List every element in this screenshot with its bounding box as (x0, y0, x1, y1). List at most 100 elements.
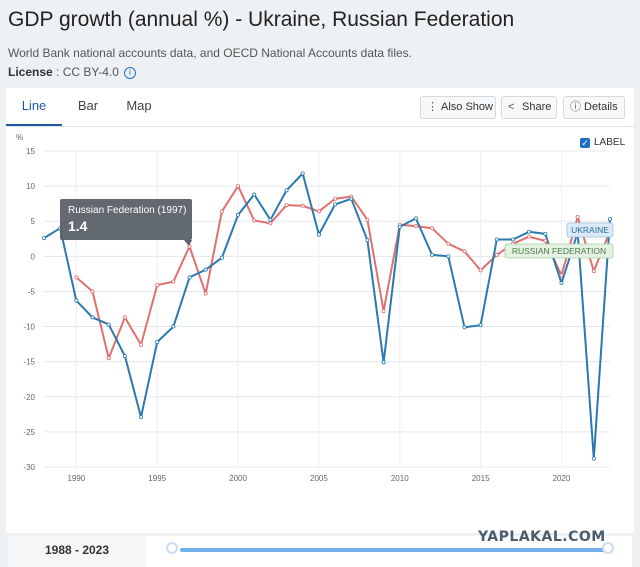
data-point (300, 203, 305, 208)
series-label: RUSSIAN FEDERATION (512, 246, 606, 256)
data-point (42, 236, 47, 241)
data-point (122, 315, 127, 320)
data-point (187, 244, 192, 249)
data-point (349, 196, 354, 201)
x-tick-label: 1990 (67, 474, 85, 483)
y-tick-label: -15 (23, 358, 35, 367)
data-point (478, 323, 483, 328)
tooltip-title: Russian Federation (1997) (68, 205, 186, 216)
data-point (333, 202, 338, 207)
details-button[interactable]: ⓘ Details (563, 96, 625, 119)
range-start-handle[interactable] (166, 542, 178, 554)
data-point (543, 238, 548, 243)
data-point (139, 415, 144, 420)
data-point (608, 217, 613, 222)
data-point (543, 231, 548, 236)
data-point (591, 456, 596, 461)
data-point (74, 275, 79, 280)
series-label-box (566, 222, 614, 238)
data-point (187, 275, 192, 280)
data-point (171, 279, 176, 284)
y-tick-label: 10 (26, 182, 35, 191)
series-line (43, 172, 611, 460)
range-label: 1988 - 2023 (8, 536, 146, 567)
also-show-label: Also Show (441, 101, 493, 113)
data-point (413, 216, 418, 221)
data-point (284, 188, 289, 193)
data-point (381, 360, 386, 365)
data-point (268, 221, 273, 226)
data-point (236, 212, 241, 217)
tooltip-box (60, 199, 192, 240)
data-point (478, 268, 483, 273)
data-point (559, 273, 564, 278)
chart-card: Line Bar Map ⋮ Also Show < Share ⓘ Details … (6, 88, 634, 533)
share-icon: < (508, 101, 515, 113)
data-point (106, 356, 111, 361)
also-show-button[interactable]: ⋮ Also Show (420, 96, 496, 119)
data-point (203, 291, 208, 296)
data-point (203, 267, 208, 272)
y-tick-label: -25 (23, 428, 35, 437)
watermark: YAPLAKAL.COM (478, 529, 606, 545)
data-point (155, 340, 160, 345)
data-point (252, 192, 257, 197)
data-point (284, 203, 289, 208)
checkbox-checked-icon[interactable]: ✓ (580, 138, 590, 148)
x-tick-label: 2015 (472, 474, 490, 483)
data-point (510, 237, 515, 242)
x-tick-label: 1995 (148, 474, 166, 483)
tooltip-value: 1.4 (68, 218, 88, 234)
series-label: UKRAINE (571, 225, 609, 235)
data-point (155, 283, 160, 288)
share-button[interactable]: < Share (501, 96, 557, 119)
data-point (316, 209, 321, 214)
data-point (591, 269, 596, 274)
data-point (300, 171, 305, 176)
info-icon[interactable]: i (123, 67, 136, 79)
data-point (122, 354, 127, 359)
data-point (268, 217, 273, 222)
data-point (494, 252, 499, 257)
series-label-box (504, 243, 614, 259)
label-toggle[interactable]: ✓ LABEL (580, 137, 625, 148)
data-point (446, 241, 451, 246)
y-tick-label: -5 (28, 287, 36, 296)
y-tick-label: -10 (23, 323, 35, 332)
range-end-handle[interactable] (602, 542, 614, 554)
data-point (219, 209, 224, 214)
data-point (397, 224, 402, 229)
license-label: License (8, 65, 53, 79)
data-point (430, 226, 435, 231)
data-point (575, 215, 580, 220)
range-slider-track[interactable] (180, 548, 612, 552)
details-label: Details (584, 101, 618, 113)
y-axis-label: % (16, 133, 23, 142)
data-point (430, 252, 435, 257)
data-point (333, 196, 338, 201)
tab-line[interactable]: Line (6, 88, 62, 126)
tab-bar[interactable]: Bar (77, 98, 99, 113)
page-title: GDP growth (annual %) - Ukraine, Russian… (8, 8, 515, 31)
license-line: License : CC BY-4.0 i (8, 65, 136, 79)
data-point (462, 249, 467, 254)
license-value: : CC BY-4.0 (56, 65, 119, 79)
x-tick-label: 2010 (391, 474, 409, 483)
data-point (365, 217, 370, 222)
data-point (446, 254, 451, 259)
share-label: Share (522, 101, 552, 113)
data-point (381, 309, 386, 314)
y-tick-label: 0 (31, 252, 36, 261)
label-toggle-text: LABEL (594, 137, 626, 148)
data-point (527, 229, 532, 234)
x-tick-label: 2005 (310, 474, 328, 483)
y-tick-label: -30 (23, 463, 35, 472)
series-line (75, 185, 611, 360)
header: GDP growth (annual %) - Ukraine, Russian… (0, 0, 640, 92)
data-point (219, 255, 224, 260)
tab-map[interactable]: Map (126, 98, 152, 113)
data-point (365, 238, 370, 243)
y-tick-label: 15 (26, 147, 35, 156)
y-tick-label: -20 (23, 393, 35, 402)
y-tick-label: 5 (31, 217, 36, 226)
